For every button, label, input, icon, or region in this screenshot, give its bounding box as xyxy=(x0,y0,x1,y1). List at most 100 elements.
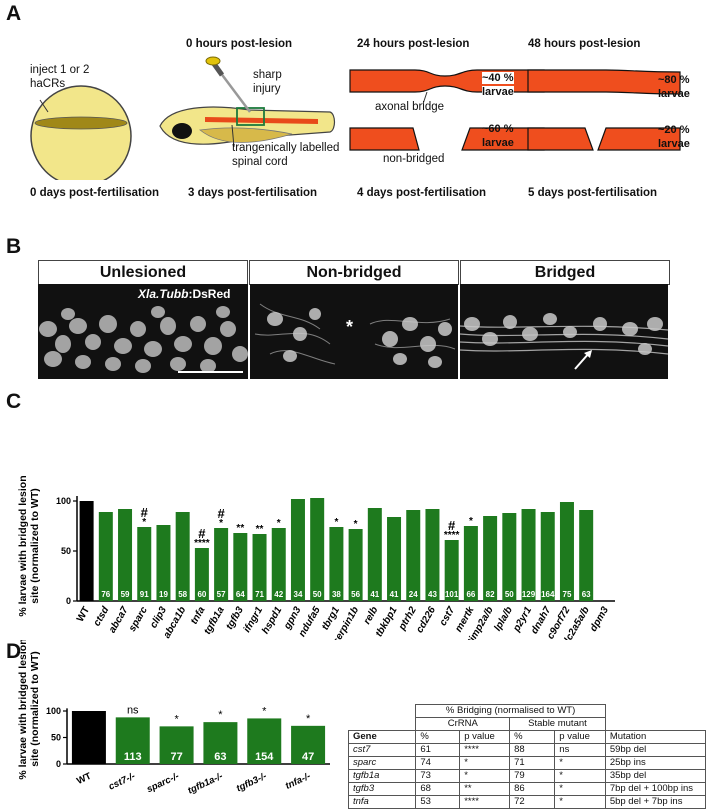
significance-star: * xyxy=(469,516,473,527)
significance-star: * xyxy=(219,518,223,529)
n-label: 41 xyxy=(370,590,379,599)
y-tick-label: 0 xyxy=(66,596,71,606)
bar xyxy=(559,502,574,601)
bar xyxy=(463,526,478,601)
n-label: 71 xyxy=(255,590,264,599)
y-axis-label-1: % larvae with bridged lesion xyxy=(17,640,29,780)
bar xyxy=(214,528,229,601)
bar xyxy=(367,508,382,601)
bar xyxy=(98,512,113,601)
cord-24h-left xyxy=(349,127,420,151)
x-tick-label: cst7 xyxy=(438,605,458,628)
bar xyxy=(194,548,209,601)
micrograph-bridged xyxy=(460,284,668,379)
transgene-rest: :DsRed xyxy=(188,287,231,301)
larvae-24h-nonbridged: larvae xyxy=(482,137,514,149)
significance-star: **** xyxy=(194,538,210,549)
axonal-bridge-label: axonal bridge xyxy=(375,101,445,113)
significance-mark: * xyxy=(174,713,179,725)
bar xyxy=(71,711,106,764)
table-title: % Bridging (normalised to WT) xyxy=(415,704,606,718)
significance-mark: * xyxy=(262,705,267,717)
larvae-48h-nonbridged: larvae xyxy=(658,138,690,150)
bar xyxy=(425,509,440,601)
significance-hash: # xyxy=(448,518,456,533)
y-tick-label: 100 xyxy=(56,496,71,506)
needle-icon xyxy=(205,56,251,113)
n-label: 154 xyxy=(255,751,274,763)
significance-star: * xyxy=(142,517,146,528)
significance-star: ** xyxy=(236,523,244,534)
larvae-24h-bridged: larvae xyxy=(482,86,514,98)
y-tick-label: 50 xyxy=(61,546,71,556)
bridging-table: % Bridging (normalised to WT) CrRNA Stab… xyxy=(347,704,706,809)
chart-c: 0 50 100 % larvae with bridged lesion site (… xyxy=(17,475,615,640)
transgene-italic: Xla.Tubb xyxy=(138,287,189,301)
bar xyxy=(387,517,402,601)
micrograph-unlesioned xyxy=(38,284,248,379)
significance-mark: * xyxy=(306,713,311,725)
x-tick-label: sparc-/- xyxy=(145,771,181,795)
n-label: 101 xyxy=(445,590,459,599)
larvae-48h-bridged: larvae xyxy=(658,88,690,100)
th-gene: Gene xyxy=(347,730,417,744)
n-label: 64 xyxy=(236,590,245,599)
lesion-asterisk: * xyxy=(346,317,354,337)
bar xyxy=(444,540,459,601)
n-label: 63 xyxy=(214,751,226,763)
y-tick-label: 0 xyxy=(56,759,61,769)
bar xyxy=(159,726,194,764)
sharp-text-1: sharp xyxy=(253,69,282,81)
significance-star: * xyxy=(277,518,281,529)
pct-24h-bridged: ~40 % xyxy=(482,72,514,84)
bar xyxy=(79,501,94,601)
n-label: 58 xyxy=(178,590,187,599)
x-tick-label: hspd1 xyxy=(260,605,284,636)
bar xyxy=(291,725,326,764)
significance-star: ** xyxy=(256,524,264,535)
x-tick-label: cst7-/- xyxy=(107,771,137,793)
table-row: cst7 61 **** 88 ns 59bp del xyxy=(347,743,706,757)
n-label: 24 xyxy=(409,590,418,599)
cord-24h-bridged xyxy=(349,69,545,93)
panel-d-label: D xyxy=(6,640,22,663)
n-label: 75 xyxy=(563,590,572,599)
significance-hash: # xyxy=(198,526,206,541)
y-axis-label-2: site (normalized to WT) xyxy=(29,651,41,767)
table-group-crrna: CrRNA xyxy=(415,717,511,731)
y-tick-label: 100 xyxy=(46,706,61,716)
n-label: 63 xyxy=(582,590,591,599)
n-label: 43 xyxy=(428,590,437,599)
n-label: 41 xyxy=(390,590,399,599)
bar xyxy=(483,516,498,601)
n-label: 38 xyxy=(332,590,341,599)
x-tick-label: tnfa-/- xyxy=(284,771,313,792)
n-label: 47 xyxy=(302,751,314,763)
non-bridged-label: non-bridged xyxy=(383,153,445,165)
x-tick-label: sparc xyxy=(127,605,150,634)
n-label: 129 xyxy=(522,590,536,599)
n-label: 76 xyxy=(101,590,110,599)
n-label: 42 xyxy=(274,590,283,599)
th-mutation: Mutation xyxy=(604,730,706,744)
transgene-label: Xla.Tubb:DsRed xyxy=(138,287,230,301)
panel-a-label: A xyxy=(6,2,22,25)
significance-hash: # xyxy=(217,506,225,521)
bar xyxy=(521,509,536,601)
n-label: 91 xyxy=(140,590,149,599)
pct-48h-bridged: ~80 % xyxy=(658,74,690,86)
days-3-label: 3 days post-fertilisation xyxy=(188,187,318,199)
x-tick-label: relb xyxy=(362,605,381,626)
table-row: tnfa 53 **** 72 * 5bp del + 7bp ins xyxy=(347,795,706,809)
y-axis-label-1: % larvae with bridged lesion xyxy=(17,475,29,616)
days-0-label: 0 days post-fertilisation xyxy=(30,187,160,199)
bar xyxy=(540,512,555,601)
title-unlesioned: Unlesioned xyxy=(38,260,248,285)
n-label: 34 xyxy=(294,590,303,599)
x-tick-label: tgfb1a xyxy=(202,605,227,637)
bar xyxy=(156,525,171,601)
x-tick-label: WT xyxy=(75,605,92,624)
chart-d: 0 50 100 % larvae with bridged lesion site (… xyxy=(17,640,330,797)
significance-star: **** xyxy=(444,530,460,541)
n-label: 56 xyxy=(351,590,360,599)
